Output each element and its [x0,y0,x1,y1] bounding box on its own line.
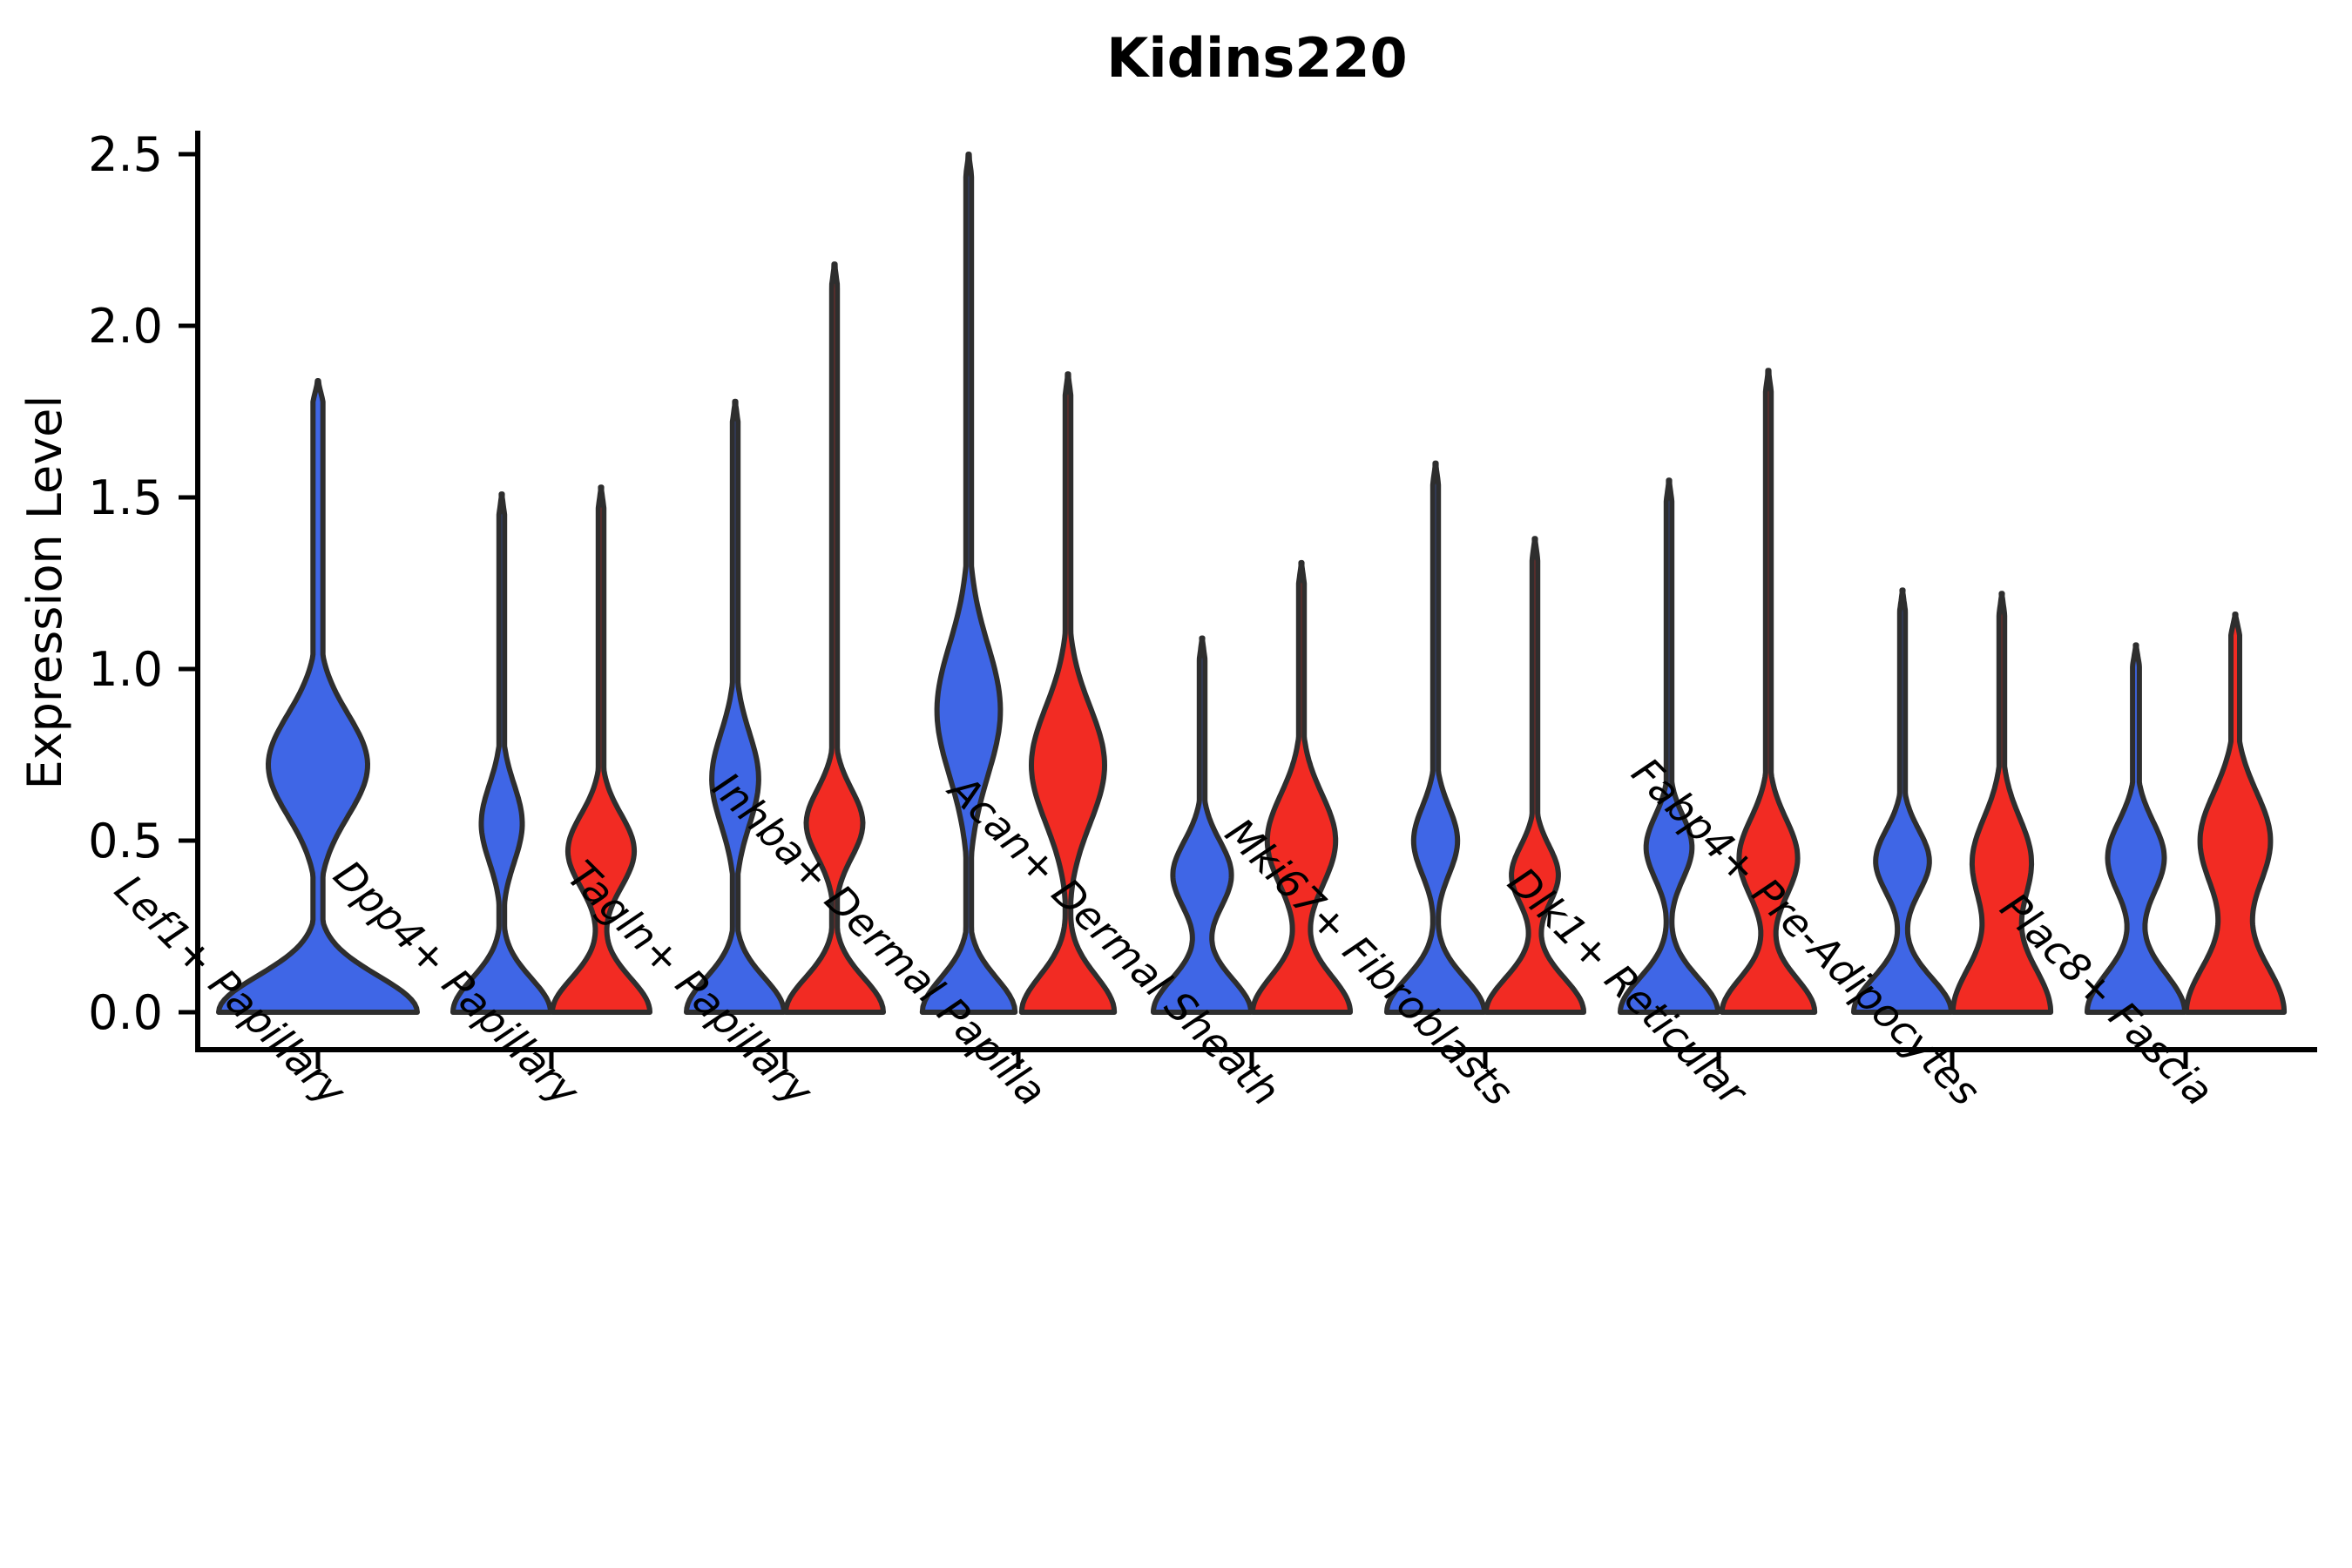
violin-0-blue [216,378,420,1015]
violin-2-red [783,261,886,1015]
violin-6-red [1719,368,1818,1015]
y-tick-label: 0.5 [88,814,163,868]
violin-7-red [1950,591,2054,1015]
axis-spines [195,131,2317,1052]
y-axis-label: Expression Level [17,395,72,790]
violin-4-red [1250,559,1353,1015]
y-tick-label: 1.5 [88,470,163,525]
chart-title: Kidins220 [1106,26,1407,90]
violin-1-blue [450,491,553,1015]
y-tick-label: 0.0 [88,985,163,1040]
violin-3-blue [919,152,1018,1015]
violin-2-blue [684,398,787,1015]
y-tick-label: 2.0 [88,299,163,354]
violin-6-blue [1618,477,1720,1015]
violin-7-blue [1851,587,1954,1015]
violins-layer [216,152,2288,1015]
y-tick-label: 1.0 [88,642,163,697]
violin-5-blue [1384,460,1487,1015]
violin-8-red [2183,612,2288,1015]
violin-8-blue [2085,642,2187,1015]
violin-1-red [550,484,652,1015]
violin-4-blue [1151,635,1254,1015]
violin-5-red [1484,536,1586,1015]
y-tick-label: 2.5 [88,127,163,182]
violin-3-red [1018,371,1118,1015]
